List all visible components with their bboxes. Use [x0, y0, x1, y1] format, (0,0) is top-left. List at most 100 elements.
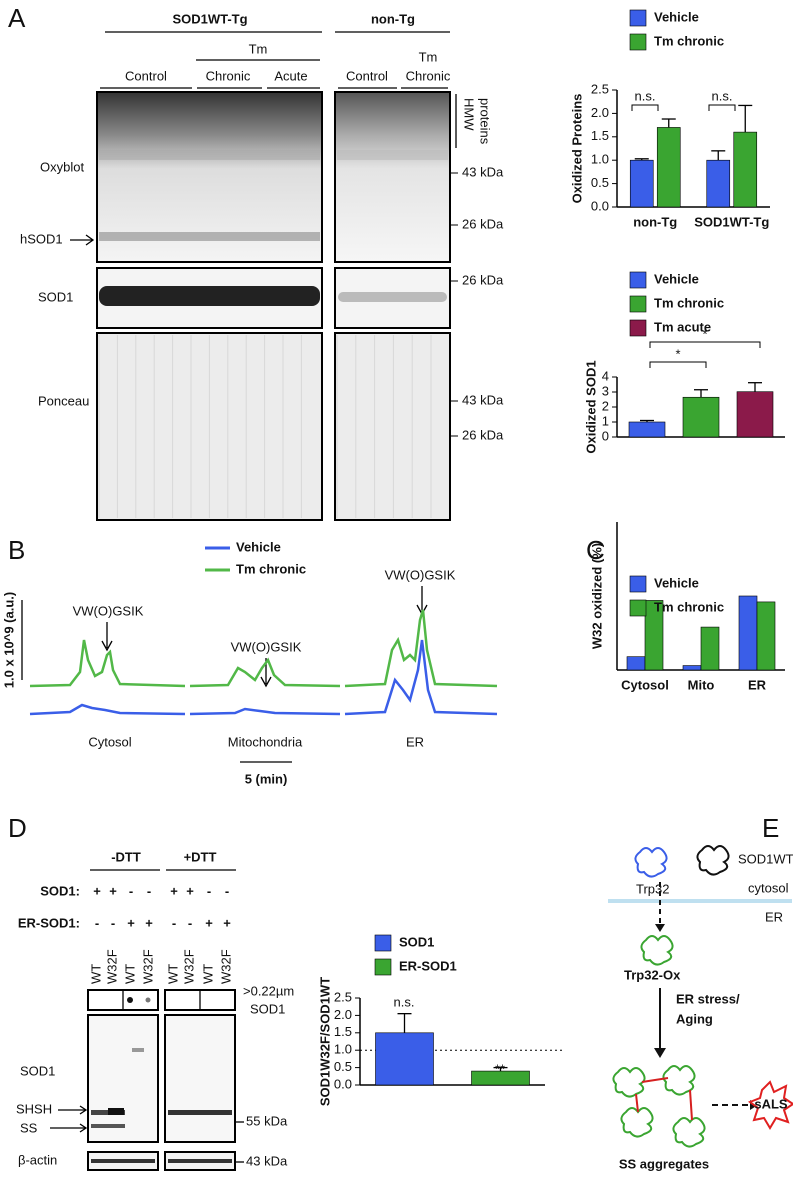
condition-label: Acute: [274, 68, 307, 83]
error-bar: [748, 382, 762, 392]
condition-label: Chronic: [406, 68, 451, 83]
error-bar: [493, 1066, 508, 1072]
lane-label: W32F: [218, 949, 233, 984]
annotation: **: [495, 1061, 505, 1076]
condition-label: -DTT: [111, 849, 141, 864]
outcome-label: sALS: [754, 1096, 788, 1111]
y-axis-label: Oxidized Proteins: [569, 94, 584, 204]
y-tick-label: 1.0: [334, 1042, 352, 1057]
condition-label: Control: [346, 68, 388, 83]
row-label: Oxyblot: [40, 159, 84, 174]
bracket: [631, 104, 659, 111]
error-bar: [661, 118, 676, 128]
time-label: 5 (min): [245, 771, 288, 786]
y-tick-label: 2.5: [334, 989, 352, 1004]
filter-label: >0.22µm: [243, 983, 294, 998]
y-axis-label: Oxidized SOD1: [583, 360, 598, 453]
fraction-label: ER: [406, 734, 424, 749]
error-bar: [640, 419, 654, 422]
lane-label: WT: [122, 964, 137, 984]
legend-swatch: [629, 295, 647, 313]
condition-label: Control: [125, 68, 167, 83]
lane-label: W32F: [140, 949, 155, 984]
bar: [644, 600, 664, 671]
panel-label: C: [586, 535, 605, 565]
y-tick-label: 0: [602, 428, 609, 443]
y-tick-label: 1.5: [591, 128, 609, 143]
y-axis-label: SOD1W32F/SOD1WT: [317, 977, 332, 1106]
marker-label: 55 kDa: [246, 1113, 288, 1128]
x-tick-label: non-Tg: [633, 214, 677, 229]
lane-label: WT: [165, 964, 180, 984]
condition-label: +DTT: [184, 849, 217, 864]
scale-label: 1.0 x 10^9 (a.u.): [1, 592, 16, 688]
sign: +: [145, 915, 153, 930]
compartment-label: cytosol: [748, 880, 789, 895]
protein-label: SOD1WT: [738, 851, 793, 866]
bar: [736, 391, 774, 438]
legend-label: Vehicle: [654, 271, 699, 286]
sign: -: [207, 883, 211, 898]
bar: [626, 656, 646, 671]
hmw-label: proteins: [478, 98, 493, 145]
lane-label: WT: [200, 964, 215, 984]
peptide-label: VW(O)GSIK: [385, 567, 456, 582]
bar: [738, 595, 758, 671]
annotation: n.s.: [635, 88, 656, 103]
legend-swatch: [374, 934, 392, 952]
row-label: SOD1:: [40, 883, 80, 898]
x-tick-label: SOD1WT-Tg: [694, 214, 769, 229]
sign: -: [225, 883, 229, 898]
bar: [706, 159, 731, 208]
compartment-label: ER: [765, 909, 783, 924]
error-bar: [694, 389, 708, 398]
legend-label: Vehicle: [236, 539, 281, 554]
legend-swatch: [629, 319, 647, 337]
ponceau: [334, 332, 451, 521]
panel-label: E: [762, 813, 779, 843]
oxyblot: [334, 91, 451, 263]
x-tick-label: Mito: [688, 677, 715, 692]
bracket: [649, 341, 761, 348]
marker-label: 43 kDa: [462, 164, 504, 179]
y-tick-label: 2: [602, 398, 609, 413]
marker-label: 26 kDa: [462, 427, 504, 442]
bar: [629, 159, 654, 208]
sign: +: [170, 883, 178, 898]
filter-label: SOD1: [250, 1001, 285, 1016]
y-tick-label: 2.0: [591, 105, 609, 120]
band-label: SS: [20, 1120, 38, 1135]
group-label: SOD1WT-Tg: [172, 11, 247, 26]
group-label: non-Tg: [371, 11, 415, 26]
row-label: Ponceau: [38, 393, 89, 408]
marker-label: 26 kDa: [462, 216, 504, 231]
error-bar: [634, 158, 649, 161]
y-tick-label: 0.5: [591, 175, 609, 190]
panel-label: D: [8, 813, 27, 843]
annotation: n.s.: [712, 88, 733, 103]
y-tick-label: 1.0: [591, 152, 609, 167]
sign: -: [147, 883, 151, 898]
sign: +: [93, 883, 101, 898]
condition-label: Chronic: [206, 68, 251, 83]
peptide-label: VW(O)GSIK: [231, 639, 302, 654]
sign: -: [111, 915, 115, 930]
blot-a: SOD1WT-Tg non-Tg Tm Control Chronic Acut…: [20, 11, 493, 521]
y-tick-label: 0.0: [591, 198, 609, 213]
bar: [682, 665, 702, 671]
row-label: hSOD1: [20, 231, 63, 246]
error-bar: [397, 1013, 412, 1033]
hmw-label: HMW: [462, 98, 477, 131]
marker-label: 43 kDa: [246, 1153, 288, 1168]
aggregate-label: SS aggregates: [619, 1156, 709, 1171]
y-tick-label: 0.5: [334, 1059, 352, 1074]
row-label: SOD1: [20, 1063, 55, 1078]
x-tick-label: Cytosol: [621, 677, 669, 692]
lane-label: W32F: [104, 949, 119, 984]
y-tick-label: 1.5: [334, 1024, 352, 1039]
legend-swatch: [629, 599, 647, 617]
protein-label: Trp32-Ox: [624, 967, 681, 982]
peptide-label: VW(O)GSIK: [73, 603, 144, 618]
process-label: ER stress/: [676, 991, 740, 1006]
y-tick-label: 4: [602, 368, 609, 383]
